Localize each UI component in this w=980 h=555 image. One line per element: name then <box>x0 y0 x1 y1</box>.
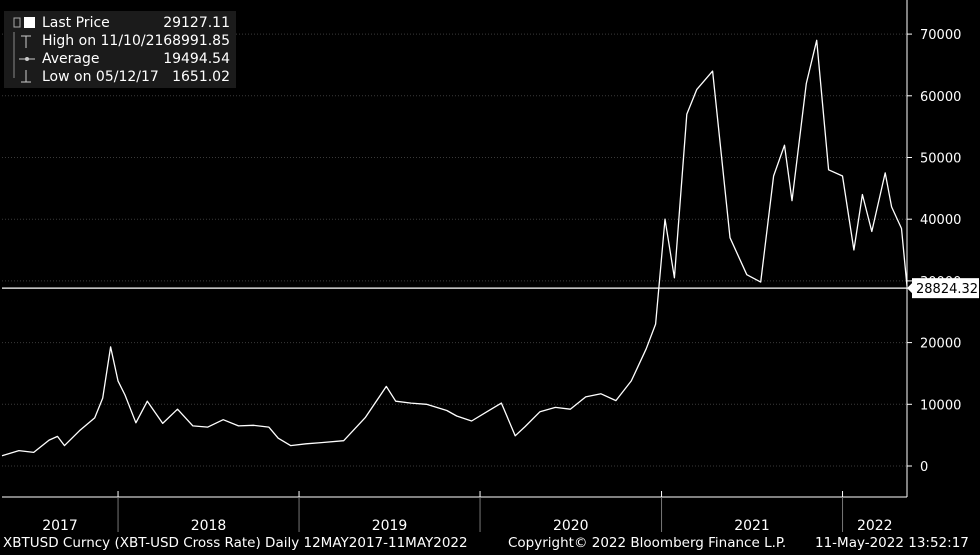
axes <box>2 0 908 498</box>
footer-timestamp: 11-May-2022 13:52:17 <box>815 535 969 551</box>
x-tick-label: 2020 <box>553 518 589 534</box>
legend-label: Average <box>42 51 100 67</box>
x-tick-label: 2019 <box>372 518 408 534</box>
legend-item-average: Average 19494.54 <box>4 50 236 68</box>
legend-item-high: High on 11/10/21 68991.85 <box>4 32 236 50</box>
last-price-marker: 28824.32 <box>2 278 979 299</box>
legend-item-low: Low on 05/12/17 1651.02 <box>4 68 236 86</box>
x-tick-label: 2017 <box>42 518 78 534</box>
x-tick-label: 2021 <box>734 518 770 534</box>
footer-security-info: XBTUSD Curncy (XBT-USD Cross Rate) Daily… <box>3 535 468 551</box>
y-tick-label: 70000 <box>920 28 961 43</box>
y-tick-label: 50000 <box>920 152 961 167</box>
last-price-label: 28824.32 <box>916 282 978 297</box>
footer-copyright: Copyright© 2022 Bloomberg Finance L.P. <box>508 535 787 551</box>
grid <box>2 33 907 467</box>
legend-value: 19494.54 <box>163 51 230 67</box>
legend-value: 1651.02 <box>172 69 230 85</box>
last-price-pointer <box>907 282 913 295</box>
legend-label: Low on 05/12/17 <box>42 69 159 85</box>
legend-item-last-price: Last Price 29127.11 <box>4 14 236 32</box>
legend-label: Last Price <box>42 15 110 31</box>
x-tick-label: 2022 <box>857 518 893 534</box>
legend-value: 68991.85 <box>163 33 230 49</box>
legend: Last Price 29127.11 High on 11/10/21 689… <box>4 11 236 88</box>
low-marker-icon <box>13 68 31 83</box>
plot-area <box>1 39 908 457</box>
average-marker-icon <box>13 50 35 68</box>
legend-label: High on 11/10/21 <box>42 33 164 49</box>
x-axis-ticks: 2017 2018 2019 2020 2021 2022 <box>42 491 893 534</box>
square-icon <box>13 17 35 28</box>
y-tick-label: 60000 <box>920 90 961 105</box>
y-axis-ticks: 010000200003000040000500006000070000 <box>907 28 961 475</box>
legend-value: 29127.11 <box>163 15 230 31</box>
y-tick-label: 10000 <box>920 398 961 413</box>
y-tick-label: 0 <box>920 460 928 475</box>
last-price-box <box>912 278 979 299</box>
price-series-line <box>1 39 908 457</box>
x-tick-label: 2018 <box>191 518 227 534</box>
high-marker-icon <box>13 32 31 50</box>
y-tick-label: 20000 <box>920 337 961 352</box>
y-tick-label: 40000 <box>920 213 961 228</box>
